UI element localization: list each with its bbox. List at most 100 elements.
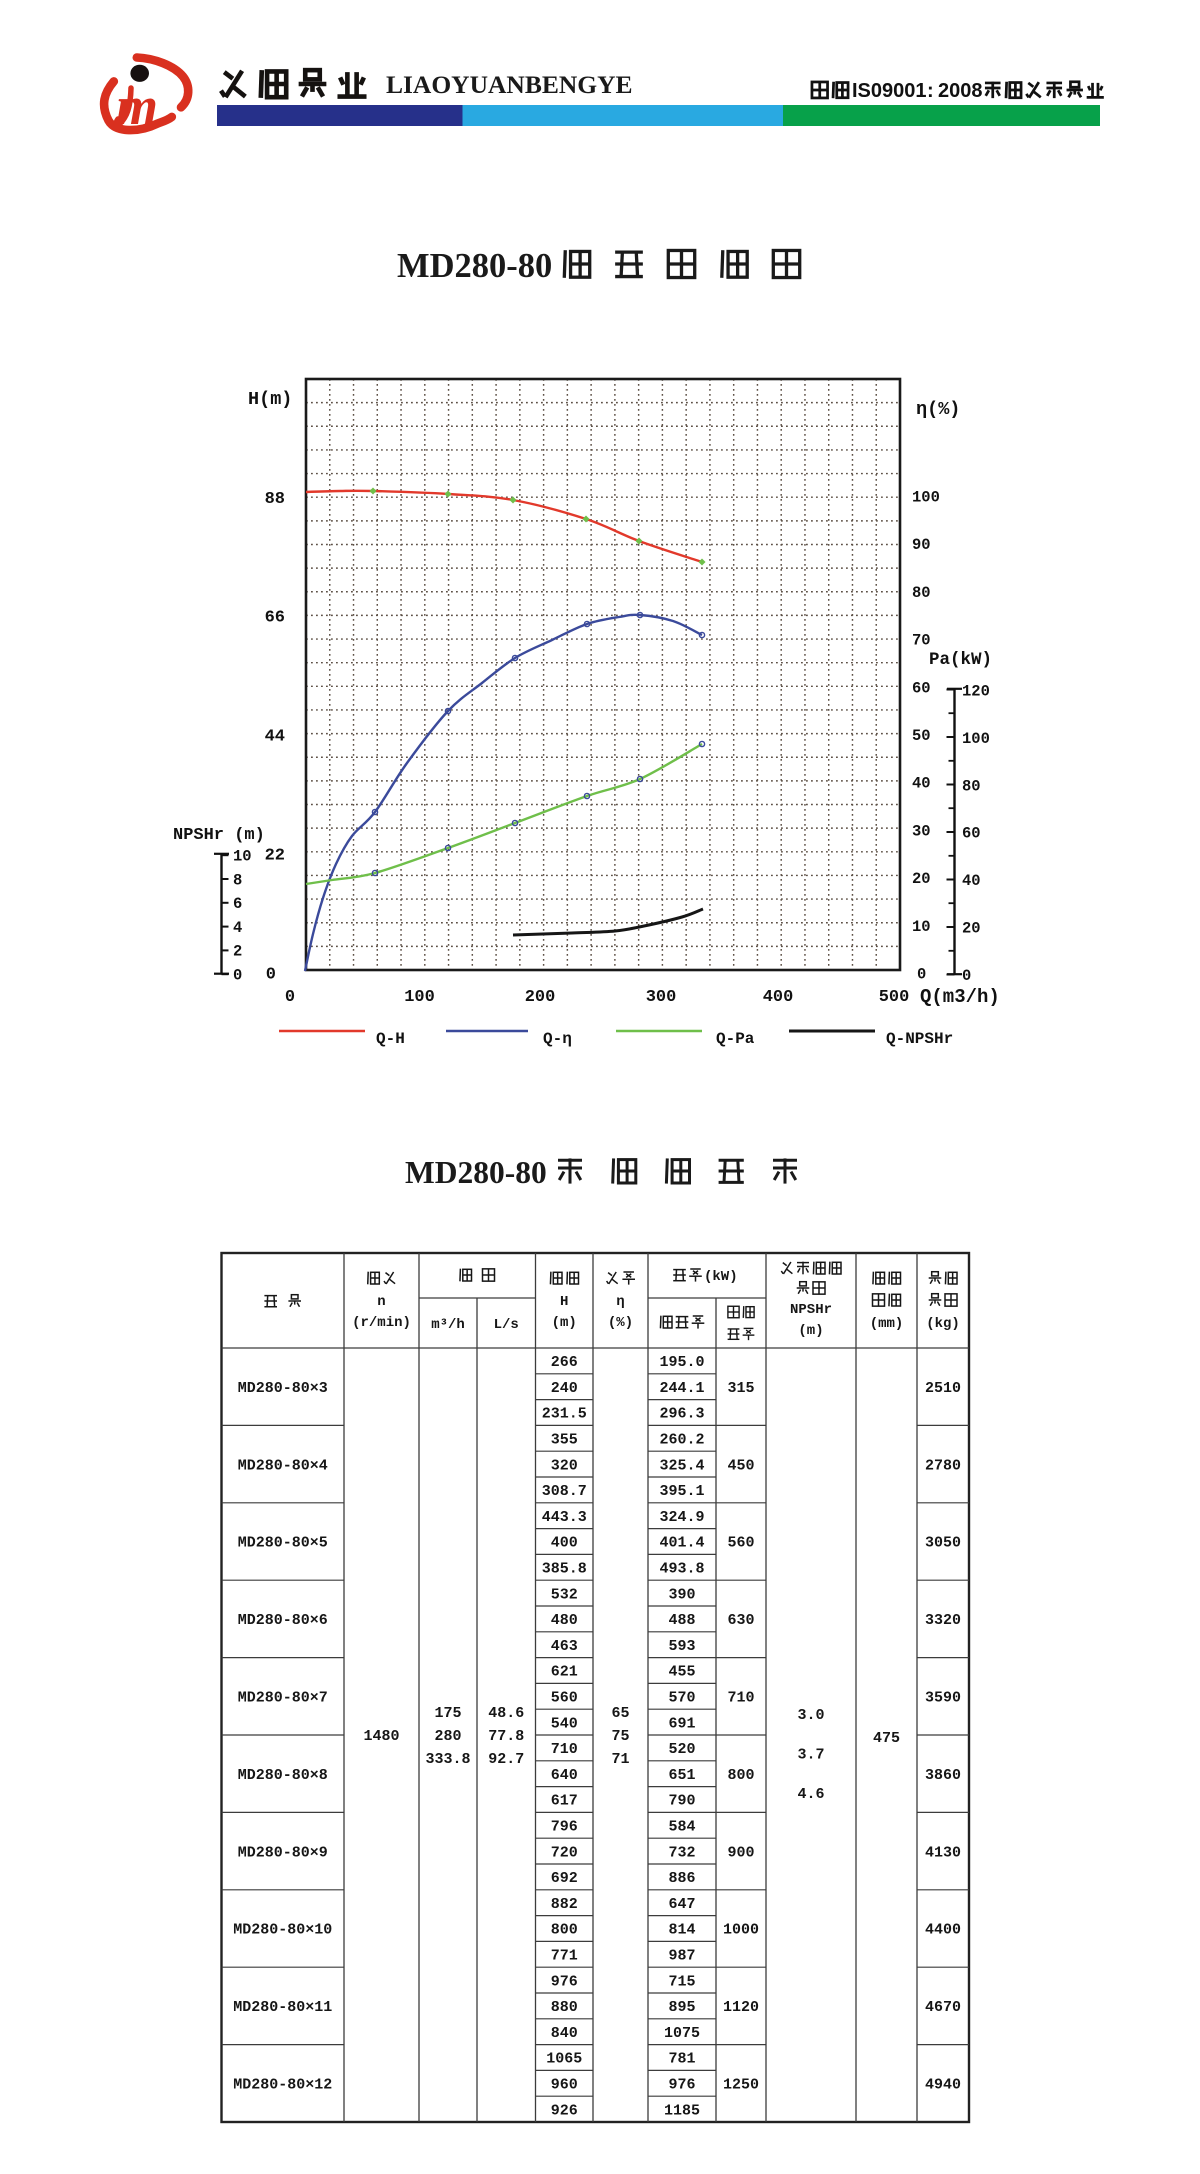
svg-text:584: 584 <box>668 1819 695 1836</box>
svg-text:771: 771 <box>551 1948 578 1965</box>
svg-text:m³/h: m³/h <box>431 1317 465 1333</box>
svg-text:455: 455 <box>668 1664 695 1681</box>
svg-text:75: 75 <box>611 1728 629 1745</box>
svg-text:η: η <box>616 1294 624 1310</box>
svg-text:400: 400 <box>551 1535 578 1552</box>
svg-text:926: 926 <box>551 2102 578 2119</box>
svg-text:3.0: 3.0 <box>797 1707 824 1724</box>
svg-text:315: 315 <box>727 1380 754 1397</box>
svg-text:88: 88 <box>265 490 285 509</box>
svg-text:Q-H: Q-H <box>376 1030 405 1048</box>
svg-text:385.8: 385.8 <box>542 1561 587 1578</box>
svg-text:60: 60 <box>962 825 981 843</box>
svg-text:886: 886 <box>668 1870 695 1887</box>
svg-text:0: 0 <box>917 966 926 984</box>
svg-text:900: 900 <box>727 1844 754 1861</box>
svg-text:720: 720 <box>551 1844 578 1861</box>
svg-text:715: 715 <box>668 1973 695 1990</box>
svg-text:195.0: 195.0 <box>659 1354 704 1371</box>
svg-text:IS09001: IS09001 <box>852 80 927 102</box>
svg-text:(mm): (mm) <box>870 1316 904 1332</box>
svg-text:100: 100 <box>962 730 990 748</box>
svg-text:22: 22 <box>265 847 285 866</box>
svg-text:390: 390 <box>668 1586 695 1603</box>
svg-text:560: 560 <box>727 1535 754 1552</box>
svg-text:560: 560 <box>551 1690 578 1707</box>
svg-text:H(m): H(m) <box>248 389 292 410</box>
svg-text:710: 710 <box>551 1741 578 1758</box>
svg-text:800: 800 <box>727 1767 754 1784</box>
svg-text:240: 240 <box>551 1380 578 1397</box>
svg-text:MD280-80×7: MD280-80×7 <box>238 1690 328 1707</box>
svg-text:MD280-80: MD280-80 <box>405 1155 547 1190</box>
svg-text:3.7: 3.7 <box>797 1747 824 1764</box>
svg-text:3590: 3590 <box>925 1690 961 1707</box>
svg-text:92.7: 92.7 <box>488 1751 524 1768</box>
svg-text:Q(m3/h): Q(m3/h) <box>920 986 1000 1008</box>
svg-text:1000: 1000 <box>723 1922 759 1939</box>
svg-text:500: 500 <box>879 988 910 1007</box>
svg-text:4130: 4130 <box>925 1844 961 1861</box>
svg-text:790: 790 <box>668 1793 695 1810</box>
svg-text:1185: 1185 <box>664 2102 700 2119</box>
svg-text:(m): (m) <box>798 1323 823 1339</box>
svg-text:8: 8 <box>233 871 242 889</box>
svg-text:20: 20 <box>912 870 931 888</box>
svg-text:882: 882 <box>551 1896 578 1913</box>
svg-text:80: 80 <box>912 584 931 602</box>
svg-text:Q-Pa: Q-Pa <box>716 1030 755 1048</box>
svg-text:443.3: 443.3 <box>542 1509 587 1526</box>
svg-text:960: 960 <box>551 2077 578 2094</box>
svg-text:4940: 4940 <box>925 2077 961 2094</box>
svg-text:840: 840 <box>551 2025 578 2042</box>
svg-text:10: 10 <box>912 918 931 936</box>
svg-text:175: 175 <box>434 1705 461 1722</box>
svg-text:260.2: 260.2 <box>659 1432 704 1449</box>
svg-text:90: 90 <box>912 536 931 554</box>
svg-text:540: 540 <box>551 1715 578 1732</box>
svg-text:4670: 4670 <box>925 1999 961 2016</box>
svg-text:1065: 1065 <box>546 2051 582 2068</box>
svg-text:475: 475 <box>873 1730 900 1747</box>
svg-text:70: 70 <box>912 632 931 650</box>
svg-text:4400: 4400 <box>925 1922 961 1939</box>
svg-text:710: 710 <box>727 1690 754 1707</box>
svg-text:0: 0 <box>285 988 295 1007</box>
svg-text:48.6: 48.6 <box>488 1705 524 1722</box>
svg-text:395.1: 395.1 <box>659 1483 704 1500</box>
svg-text:651: 651 <box>668 1767 695 1784</box>
svg-text:617: 617 <box>551 1793 578 1810</box>
svg-text:400: 400 <box>763 988 794 1007</box>
svg-text:MD280-80: MD280-80 <box>397 247 552 285</box>
svg-text:6: 6 <box>233 895 242 913</box>
svg-text:450: 450 <box>727 1457 754 1474</box>
svg-text:593: 593 <box>668 1638 695 1655</box>
svg-text:570: 570 <box>668 1690 695 1707</box>
svg-text:308.7: 308.7 <box>542 1483 587 1500</box>
svg-text:231.5: 231.5 <box>542 1406 587 1423</box>
svg-text:MD280-80×4: MD280-80×4 <box>238 1457 328 1474</box>
svg-text:520: 520 <box>668 1741 695 1758</box>
svg-text:MD280-80×8: MD280-80×8 <box>238 1767 328 1784</box>
svg-text:630: 630 <box>727 1612 754 1629</box>
svg-text:532: 532 <box>551 1586 578 1603</box>
svg-text:MD280-80×5: MD280-80×5 <box>238 1535 328 1552</box>
svg-text:1480: 1480 <box>363 1728 399 1745</box>
svg-text:44: 44 <box>265 728 285 747</box>
svg-text:244.1: 244.1 <box>659 1380 704 1397</box>
svg-text:3860: 3860 <box>925 1767 961 1784</box>
svg-text:MD280-80×11: MD280-80×11 <box>233 1999 332 2016</box>
svg-text:MD280-80×10: MD280-80×10 <box>233 1922 332 1939</box>
svg-text:(kW): (kW) <box>704 1269 738 1285</box>
svg-text:50: 50 <box>912 727 931 745</box>
svg-text:30: 30 <box>912 822 931 840</box>
svg-text:MD280-80×3: MD280-80×3 <box>238 1380 328 1397</box>
svg-text:100: 100 <box>404 988 435 1007</box>
svg-text:880: 880 <box>551 1999 578 2016</box>
svg-text:NPSHr (m): NPSHr (m) <box>173 826 265 845</box>
svg-text:691: 691 <box>668 1715 695 1732</box>
svg-text:40: 40 <box>912 775 931 793</box>
svg-text:640: 640 <box>551 1767 578 1784</box>
svg-text:463: 463 <box>551 1638 578 1655</box>
svg-text:796: 796 <box>551 1819 578 1836</box>
